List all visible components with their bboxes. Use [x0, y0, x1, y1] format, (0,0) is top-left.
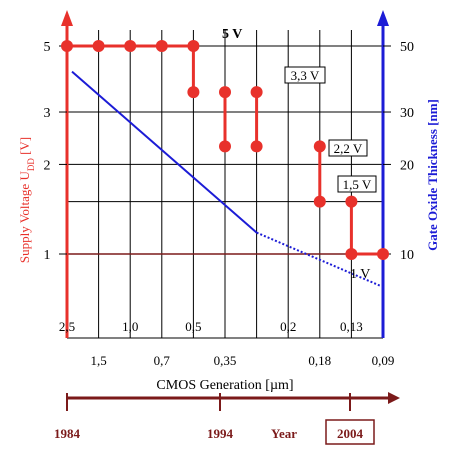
left-axis-title-unit: [V] — [17, 137, 32, 158]
x-tick-label-0-2: 0,2 — [280, 319, 296, 334]
right-tick-label-30: 30 — [400, 106, 414, 121]
left-axis-title-main: Supply Voltage U — [17, 171, 32, 264]
voltage-point-5 — [187, 86, 200, 99]
right-tick-label-50: 50 — [400, 40, 414, 55]
left-axis-title: Supply Voltage UDD [V] — [17, 137, 36, 263]
x-tick-label-0-35: 0,35 — [214, 353, 237, 368]
voltage-point-6 — [219, 86, 231, 99]
left-axis-title-sub: DD — [26, 158, 36, 171]
voltage-point-3 — [155, 40, 168, 52]
left-tick-label-3: 3 — [44, 106, 51, 121]
timeline-highlight-box — [325, 419, 375, 445]
x-tick-label-0-18: 0,18 — [308, 353, 331, 368]
x-tick-label-1-0: 1,0 — [122, 319, 138, 334]
voltage-point-12 — [345, 195, 358, 208]
right-tick-label-20: 20 — [400, 158, 414, 173]
timeline-label: Year — [271, 426, 297, 441]
voltage-point-2 — [124, 40, 137, 52]
x-axis-title: CMOS Generation [µm] — [156, 378, 293, 393]
left-tick-label-2: 2 — [44, 158, 51, 173]
x-tick-label-0-13: 0,13 — [340, 319, 363, 334]
voltage-point-10 — [313, 140, 326, 153]
oxide-thickness-projection — [256, 231, 382, 288]
voltage-point-4 — [187, 40, 200, 52]
voltage-point-0 — [61, 40, 73, 52]
annotation-1v: 1 V — [350, 267, 370, 282]
labels: 5 V 3,3 V 2,2 V 1,5 V 1 V — [222, 27, 377, 282]
voltage-point-13 — [345, 248, 358, 260]
annotation-1-5v-box — [337, 175, 377, 193]
grid — [67, 30, 383, 339]
timeline-year-1994: 1994 — [207, 426, 234, 441]
right-axis-arrow — [377, 10, 389, 26]
left-tick-label-1: 1 — [44, 248, 51, 263]
voltage-point-8 — [250, 86, 263, 99]
annotation-5v: 5 V — [222, 27, 242, 42]
annotation-3-3v: 3,3 V — [291, 68, 320, 83]
axes: 1 2 3 5 Supply Voltage UDD [V] 10 20 30 50 Gate O… — [17, 10, 440, 393]
x-tick-label-0-09: 0,09 — [372, 353, 395, 368]
oxide-thickness-line — [71, 70, 258, 234]
annotation-3-3v-box — [284, 66, 326, 84]
x-tick-label-0-7: 0,7 — [154, 353, 171, 368]
timeline-year-1984: 1984 — [54, 426, 81, 441]
left-tick-label-5: 5 — [44, 40, 51, 55]
x-tick-label-2-5: 2,5 — [59, 319, 75, 334]
annotation-1-5v: 1,5 V — [343, 177, 372, 192]
left-axis-arrow — [61, 10, 73, 26]
x-tick-label-0-5: 0,5 — [185, 319, 201, 334]
timeline-year-2004: 2004 — [337, 426, 364, 441]
voltage-point-9 — [250, 140, 263, 153]
series — [61, 40, 389, 288]
voltage-point-1 — [92, 40, 105, 52]
annotation-2-2v-box — [328, 139, 368, 157]
annotation-2-2v: 2,2 V — [334, 141, 363, 156]
voltage-point-14 — [377, 248, 389, 260]
right-axis-title: Gate Oxide Thickness [nm] — [425, 99, 440, 251]
timeline: 1984 1994 Year 2004 — [54, 392, 400, 445]
timeline-arrow — [388, 392, 400, 404]
right-tick-label-10: 10 — [400, 248, 414, 263]
voltage-point-11 — [313, 195, 326, 208]
voltage-point-7 — [219, 140, 231, 153]
x-tick-label-1-5: 1,5 — [90, 353, 106, 368]
